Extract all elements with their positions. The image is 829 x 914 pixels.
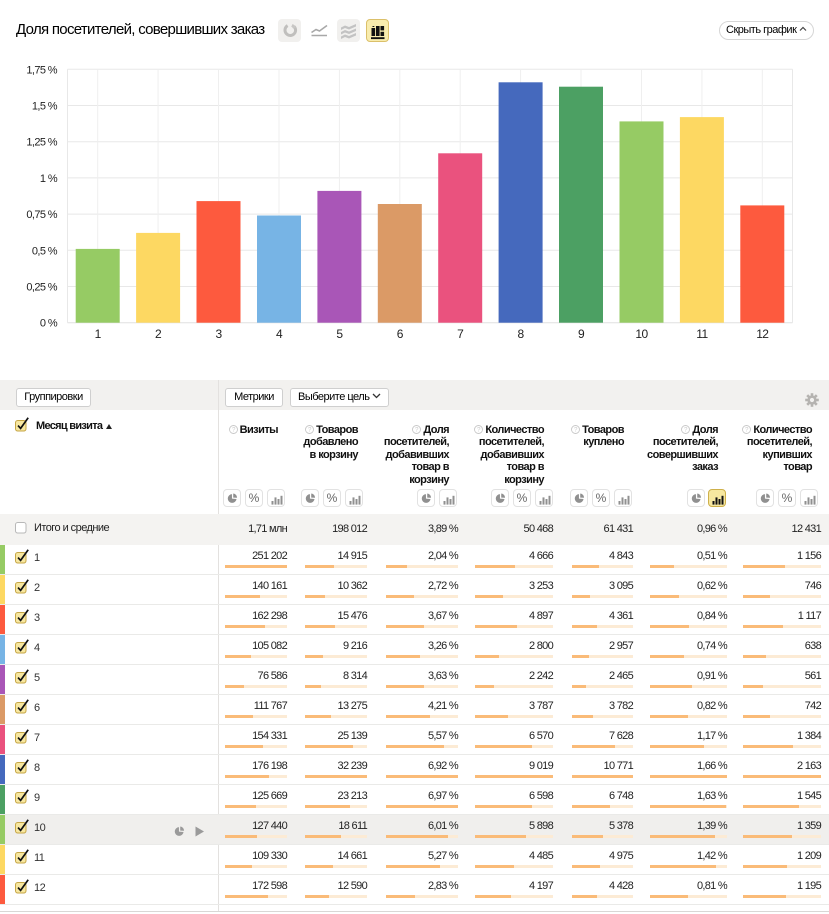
svg-text:10: 10	[635, 327, 648, 341]
svg-text:0,25 %: 0,25 %	[26, 282, 57, 294]
svg-text:6: 6	[397, 327, 404, 341]
svg-text:0,5 %: 0,5 %	[32, 245, 58, 257]
svg-text:2: 2	[155, 327, 162, 341]
svg-text:12: 12	[756, 327, 769, 341]
svg-text:11: 11	[696, 327, 708, 341]
svg-text:?: ?	[415, 427, 419, 434]
svg-text:1,75 %: 1,75 %	[26, 64, 57, 76]
svg-text:9: 9	[578, 327, 585, 341]
svg-text:1: 1	[95, 327, 102, 341]
svg-text:1,25 %: 1,25 %	[26, 137, 57, 149]
svg-text:5: 5	[336, 327, 343, 341]
svg-text:7: 7	[457, 327, 464, 341]
svg-text:1 %: 1 %	[40, 173, 58, 185]
svg-text:?: ?	[745, 427, 749, 434]
svg-text:0,75 %: 0,75 %	[26, 209, 57, 221]
svg-text:?: ?	[477, 427, 481, 434]
svg-text:0 %: 0 %	[40, 318, 58, 330]
svg-text:4: 4	[276, 327, 283, 341]
svg-text:3: 3	[215, 327, 222, 341]
svg-text:8: 8	[518, 327, 525, 341]
svg-text:?: ?	[574, 427, 578, 434]
svg-text:?: ?	[684, 427, 688, 434]
svg-text:1,5 %: 1,5 %	[32, 101, 58, 113]
svg-text:?: ?	[232, 427, 236, 434]
svg-text:?: ?	[308, 427, 312, 434]
